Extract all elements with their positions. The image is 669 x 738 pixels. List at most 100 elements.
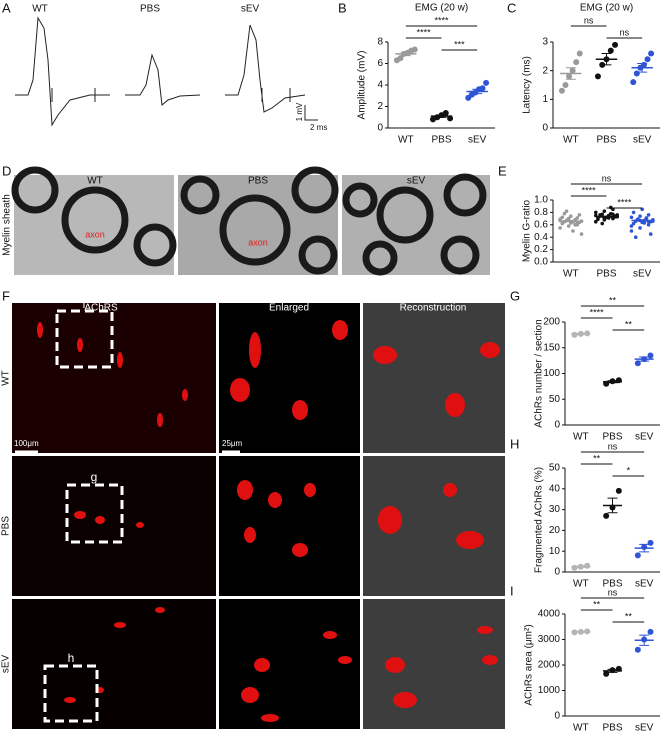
- data-point: [634, 552, 641, 559]
- y-axis-label: Myelin G-ratio: [522, 199, 533, 262]
- significance-label: ns: [602, 173, 612, 183]
- chart-title: EMG (20 w): [580, 3, 633, 14]
- data-point: [638, 214, 642, 218]
- data-point: [615, 487, 622, 494]
- error-bar: [436, 114, 447, 118]
- y-tick-label: 0.2: [534, 244, 548, 255]
- data-point: [594, 210, 598, 215]
- data-point: [638, 226, 642, 230]
- x-tick-label: WT: [563, 269, 579, 280]
- y-axis-label: Fragmented AChRs (%): [534, 467, 545, 573]
- data-point: [566, 216, 571, 221]
- emg-traces: [15, 16, 318, 127]
- confocal-images: [12, 303, 505, 729]
- panel-label: E: [498, 163, 507, 178]
- significance-label: ****: [417, 27, 432, 37]
- data-point: [577, 213, 582, 217]
- y-tick-label: 6: [377, 58, 383, 69]
- row-label: WT: [1, 370, 12, 386]
- data-point: [576, 50, 583, 57]
- panel-label: F: [2, 288, 10, 303]
- significance-label: ns: [608, 587, 618, 597]
- scale-label: 100μm: [14, 439, 39, 448]
- panel-label: G: [510, 288, 520, 303]
- significance-label: **: [593, 599, 601, 609]
- error-bar: [607, 497, 618, 514]
- data-point: [575, 221, 580, 225]
- data-point: [602, 209, 607, 213]
- y-tick-label: 30: [549, 504, 561, 515]
- error-bar: [575, 332, 586, 335]
- data-point: [631, 221, 636, 226]
- scale-label: 2 ms: [310, 123, 327, 132]
- data-point: [479, 85, 486, 92]
- y-tick-label: 20: [549, 525, 561, 536]
- x-tick-label: sEV: [635, 579, 654, 590]
- y-axis-label: AChRs area (μm²): [524, 624, 535, 705]
- significance-label: ***: [454, 39, 465, 49]
- error-bar: [575, 631, 586, 633]
- data-point: [594, 73, 601, 80]
- data-point: [575, 216, 580, 220]
- column-title: AChRS: [84, 303, 118, 314]
- x-tick-label: PBS: [602, 432, 622, 443]
- panel-label: A: [2, 0, 11, 15]
- y-tick-label: 0: [542, 123, 548, 134]
- data-point: [569, 214, 573, 218]
- panel-label: B: [338, 0, 347, 15]
- error-bar: [575, 565, 586, 568]
- x-tick-label: WT: [563, 135, 579, 146]
- y-tick-label: 0.0: [534, 257, 548, 268]
- y-tick-label: 0.4: [534, 232, 548, 243]
- y-axis-label: AChRs number / section: [534, 319, 545, 427]
- significance-label: *: [627, 465, 631, 475]
- significance-label: ****: [590, 307, 605, 317]
- y-tick-label: 50: [549, 463, 561, 474]
- error-bar: [601, 52, 612, 66]
- group-label: sEV: [407, 176, 426, 187]
- error-bar: [639, 356, 650, 362]
- y-tick-label: 0: [554, 420, 560, 431]
- row-label: Myelin sheath: [2, 194, 13, 256]
- box-label: f: [82, 297, 86, 311]
- data-point: [558, 226, 562, 230]
- y-tick-label: 1: [542, 94, 548, 105]
- x-tick-label: WT: [398, 135, 414, 146]
- x-tick-label: PBS: [596, 135, 616, 146]
- error-bar: [472, 88, 483, 95]
- annotation: axon: [248, 237, 268, 247]
- error-bar: [607, 668, 618, 673]
- error-bar: [639, 634, 650, 646]
- row-label: sEV: [1, 655, 12, 674]
- data-point: [629, 215, 634, 220]
- data-point: [607, 47, 614, 54]
- x-tick-label: WT: [573, 579, 589, 590]
- data-point: [644, 56, 651, 63]
- scale-label: 25μm: [222, 439, 243, 448]
- x-tick-label: sEV: [633, 269, 652, 280]
- data-point: [634, 646, 641, 653]
- data-point: [603, 670, 610, 677]
- group-label: WT: [87, 176, 103, 187]
- y-tick-label: 0.8: [534, 207, 548, 218]
- data-point: [644, 216, 649, 220]
- data-point: [648, 232, 653, 236]
- x-tick-label: PBS: [596, 269, 616, 280]
- y-tick-label: 200: [543, 317, 560, 328]
- data-point: [630, 79, 637, 86]
- significance-label: ns: [584, 15, 594, 25]
- significance-label: ****: [434, 15, 449, 25]
- group-label: PBS: [140, 4, 160, 15]
- data-point: [634, 360, 641, 367]
- y-tick-label: 0: [377, 123, 383, 134]
- error-bar: [565, 219, 576, 223]
- error-bar: [601, 215, 612, 218]
- data-point: [646, 213, 651, 217]
- box-label: g: [91, 470, 98, 484]
- y-tick-label: 4: [377, 80, 383, 91]
- error-bar: [607, 380, 618, 384]
- data-point: [629, 229, 634, 233]
- data-point: [603, 512, 610, 519]
- y-tick-label: 0: [554, 567, 560, 578]
